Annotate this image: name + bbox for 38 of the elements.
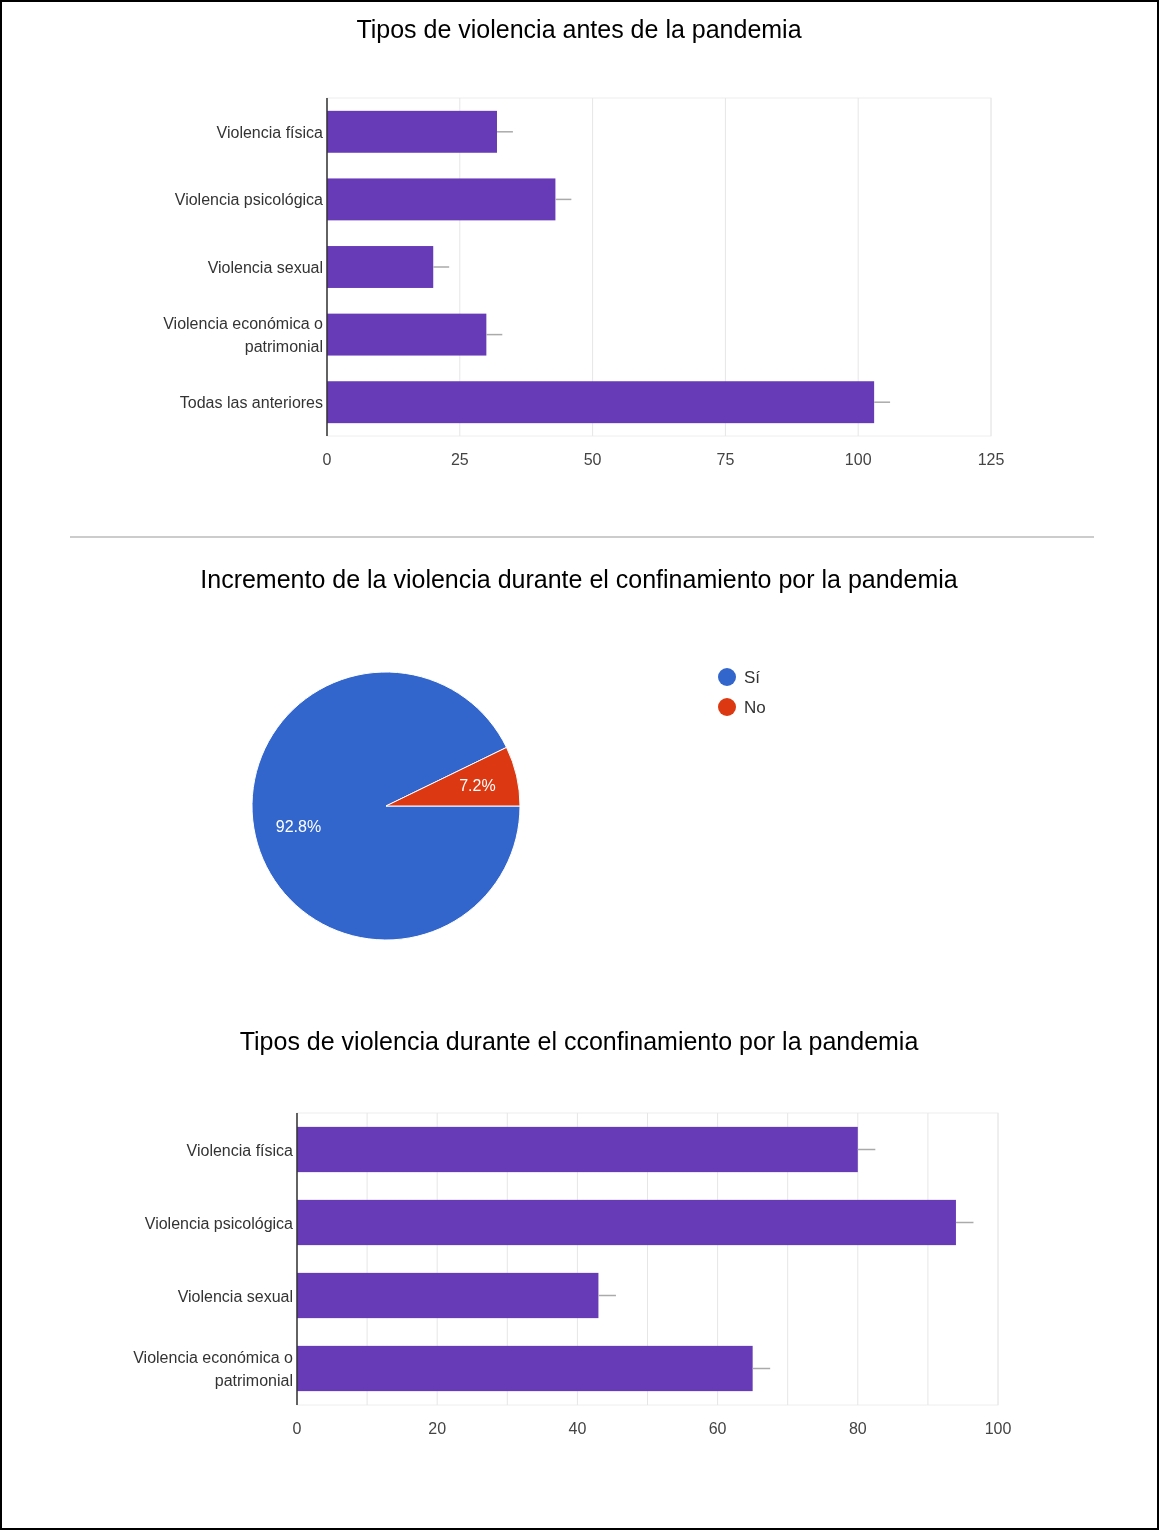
pie-slice [251, 671, 521, 941]
y-tick-label: Violencia económica o patrimonial [163, 315, 324, 356]
y-tick-label: Violencia sexual [207, 259, 323, 276]
x-tick-label: 100 [844, 451, 872, 468]
y-tick-label: Todas las anteriores [179, 394, 323, 412]
legend-label: Sí [744, 668, 761, 687]
x-tick-label: 60 [708, 1420, 727, 1437]
chart-title: Tipos de violencia durante el cconfinamiento por la pandemia [239, 1027, 919, 1055]
x-tick-label: 100 [984, 1420, 1012, 1437]
x-tick-label: 75 [716, 451, 735, 468]
y-tick-label: Violencia económica o patrimonial [133, 1349, 294, 1389]
x-tick-label: 20 [428, 1420, 447, 1437]
y-tick-label: Violencia psicológica [144, 1214, 294, 1232]
bar [327, 313, 487, 356]
bar [297, 1199, 956, 1246]
bar [327, 110, 497, 153]
x-tick-label: 80 [848, 1420, 867, 1437]
x-tick-label: 25 [450, 451, 469, 468]
bar [297, 1345, 753, 1392]
bar [327, 246, 434, 288]
bar [327, 381, 875, 424]
data-label: 7.2% [459, 776, 496, 794]
y-tick-label: Violencia física [216, 123, 324, 141]
chart-title: Incremento de la violencia durante el confinamiento por la pandemia [200, 565, 958, 593]
data-label: 92.8% [275, 818, 322, 836]
bar [297, 1272, 599, 1319]
x-tick-label: 40 [568, 1420, 587, 1437]
chart-title: Tipos de violencia antes de la pandemia [356, 15, 802, 43]
y-tick-label: Violencia física [186, 1141, 294, 1159]
x-tick-label: 50 [583, 451, 602, 468]
bar [297, 1126, 858, 1173]
x-tick-label: 0 [292, 1420, 302, 1437]
y-tick-label: Violencia psicológica [174, 191, 324, 209]
legend-label: No [744, 698, 766, 717]
x-tick-label: 0 [322, 451, 332, 468]
x-tick-label: 125 [977, 451, 1005, 468]
y-tick-label: Violencia sexual [177, 1287, 293, 1305]
bar [327, 178, 556, 221]
